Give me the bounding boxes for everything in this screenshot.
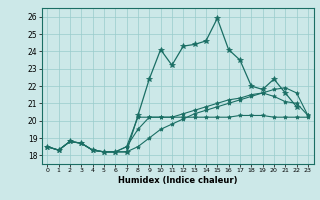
X-axis label: Humidex (Indice chaleur): Humidex (Indice chaleur) xyxy=(118,176,237,185)
